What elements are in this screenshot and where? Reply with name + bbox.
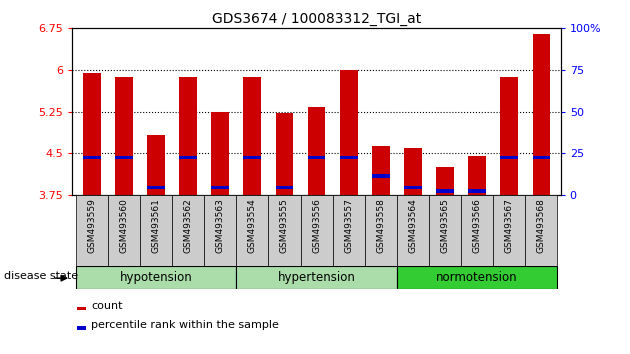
Text: GSM493556: GSM493556 [312,198,321,253]
FancyBboxPatch shape [76,195,108,266]
Text: GSM493559: GSM493559 [87,198,96,253]
Text: GSM493567: GSM493567 [505,198,514,253]
FancyBboxPatch shape [76,266,236,289]
FancyBboxPatch shape [429,195,461,266]
Text: count: count [91,301,122,311]
Bar [244,76,261,195]
Text: GSM493565: GSM493565 [440,198,450,253]
Text: GSM493555: GSM493555 [280,198,289,253]
Bar [77,307,86,310]
Bar [212,185,229,189]
Text: hypertension: hypertension [278,270,355,284]
Text: GSM493558: GSM493558 [376,198,386,253]
FancyBboxPatch shape [397,195,429,266]
Bar [372,147,389,195]
Bar [468,189,486,193]
Bar [500,76,518,195]
Bar [500,156,518,160]
Bar [436,189,454,193]
Text: GSM493566: GSM493566 [472,198,482,253]
Bar [147,185,165,189]
FancyBboxPatch shape [204,195,236,266]
FancyBboxPatch shape [108,195,140,266]
Bar [404,185,421,189]
Text: GSM493560: GSM493560 [119,198,129,253]
FancyBboxPatch shape [172,195,204,266]
Bar [115,156,133,160]
Bar [275,113,294,195]
Title: GDS3674 / 100083312_TGI_at: GDS3674 / 100083312_TGI_at [212,12,421,26]
Bar [436,167,454,195]
Text: GSM493568: GSM493568 [537,198,546,253]
Bar [307,156,326,160]
Bar [340,70,358,195]
Text: GSM493561: GSM493561 [151,198,161,253]
FancyBboxPatch shape [301,195,333,266]
Bar [77,326,86,330]
Bar [115,76,133,195]
Text: GSM493557: GSM493557 [344,198,353,253]
Bar [147,135,165,195]
Text: normotension: normotension [437,270,518,284]
FancyBboxPatch shape [461,195,493,266]
Text: GSM493563: GSM493563 [215,198,225,253]
Bar [83,156,101,160]
Bar [340,156,358,160]
Bar [180,156,197,160]
FancyBboxPatch shape [236,266,397,289]
Bar [532,156,550,160]
FancyBboxPatch shape [268,195,301,266]
Text: hypotension: hypotension [120,270,192,284]
FancyBboxPatch shape [525,195,558,266]
Bar [404,148,421,195]
Bar [83,73,101,195]
Bar [212,112,229,195]
Text: percentile rank within the sample: percentile rank within the sample [91,320,279,330]
Text: GSM493562: GSM493562 [183,198,193,253]
Text: GSM493554: GSM493554 [248,198,257,253]
FancyBboxPatch shape [493,195,525,266]
FancyBboxPatch shape [140,195,172,266]
FancyBboxPatch shape [236,195,268,266]
Bar [275,185,294,189]
Bar [307,107,326,195]
Text: disease state: disease state [4,271,77,281]
Bar [532,34,550,195]
FancyBboxPatch shape [365,195,397,266]
FancyBboxPatch shape [397,266,558,289]
Bar [372,175,389,178]
Bar [468,156,486,195]
Bar [180,76,197,195]
Text: GSM493564: GSM493564 [408,198,418,253]
FancyBboxPatch shape [333,195,365,266]
Bar [244,156,261,160]
